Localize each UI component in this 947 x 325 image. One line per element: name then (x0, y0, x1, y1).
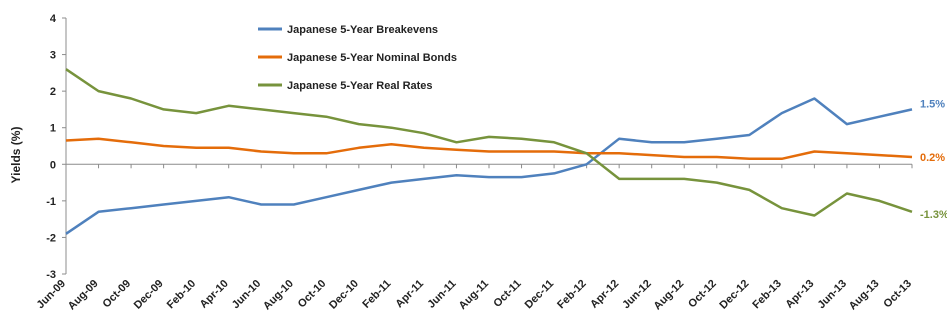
x-tick-label: Oct-13 (881, 278, 914, 311)
x-tick-label: Dec-11 (523, 278, 557, 312)
y-tick-label: 0 (50, 159, 56, 171)
x-tick-label: Oct-10 (296, 278, 329, 311)
series-line-1 (65, 97, 913, 235)
y-axis-label: Yields (%) (9, 127, 23, 184)
y-tick-label: -3 (46, 269, 56, 281)
x-tick-label: Feb-11 (360, 278, 393, 311)
x-tick-label: Jun-09 (35, 278, 69, 312)
x-tick-label: Aug-12 (652, 278, 687, 313)
y-tick-label: -1 (46, 196, 56, 208)
x-tick-label: Jun-11 (425, 278, 458, 311)
end-label-3: -1.3% (920, 209, 947, 221)
y-tick-label: -2 (46, 232, 56, 244)
x-tick-label: Oct-11 (491, 278, 523, 310)
end-labels: 1.5% 0.2% -1.3% (920, 98, 947, 220)
y-ticks: 4 3 2 1 0 -1 -2 -3 (46, 13, 66, 281)
x-tick-label: Jun-12 (620, 278, 654, 312)
series-line-2 (65, 137, 913, 161)
x-tick-label: Apr-10 (198, 278, 231, 311)
x-tick-label: Aug-11 (457, 278, 491, 312)
x-tick-label: Apr-13 (783, 278, 816, 311)
x-tick-label: Dec-10 (327, 278, 361, 312)
axes (65, 18, 912, 274)
x-tick-label: Apr-12 (588, 278, 621, 311)
series-lines (65, 68, 913, 235)
y-tick-label: 1 (50, 123, 56, 135)
x-tick-label: Feb-10 (165, 278, 199, 312)
legend-label-2: Japanese 5-Year Nominal Bonds (287, 52, 457, 64)
end-label-2: 0.2% (920, 152, 945, 164)
x-tick-label: Aug-09 (66, 278, 101, 313)
x-tick-label: Oct-12 (686, 278, 719, 311)
x-tick-label: Feb-12 (555, 278, 589, 312)
x-tick-label: Dec-12 (717, 278, 751, 312)
x-tick-label: Apr-11 (393, 278, 426, 311)
x-tick-label: Feb-13 (750, 278, 784, 312)
end-label-1: 1.5% (920, 98, 945, 110)
legend-label-3: Japanese 5-Year Real Rates (287, 80, 433, 92)
y-tick-label: 2 (50, 86, 56, 98)
series-line-3 (65, 68, 913, 217)
x-tick-label: Dec-09 (132, 278, 166, 312)
x-tick-label: Aug-10 (261, 278, 296, 313)
legend-label-1: Japanese 5-Year Breakevens (287, 24, 438, 36)
legend: Japanese 5-Year Breakevens Japanese 5-Yea… (258, 24, 457, 92)
x-tick-label: Jun-10 (230, 278, 264, 312)
y-tick-label: 4 (50, 13, 57, 25)
x-tick-label: Jun-13 (815, 278, 849, 312)
y-axis-label-group: Yields (%) (9, 127, 23, 184)
y-tick-label: 3 (50, 50, 56, 62)
x-tick-label: Aug-13 (847, 278, 882, 313)
x-tick-label: Oct-09 (100, 278, 133, 311)
